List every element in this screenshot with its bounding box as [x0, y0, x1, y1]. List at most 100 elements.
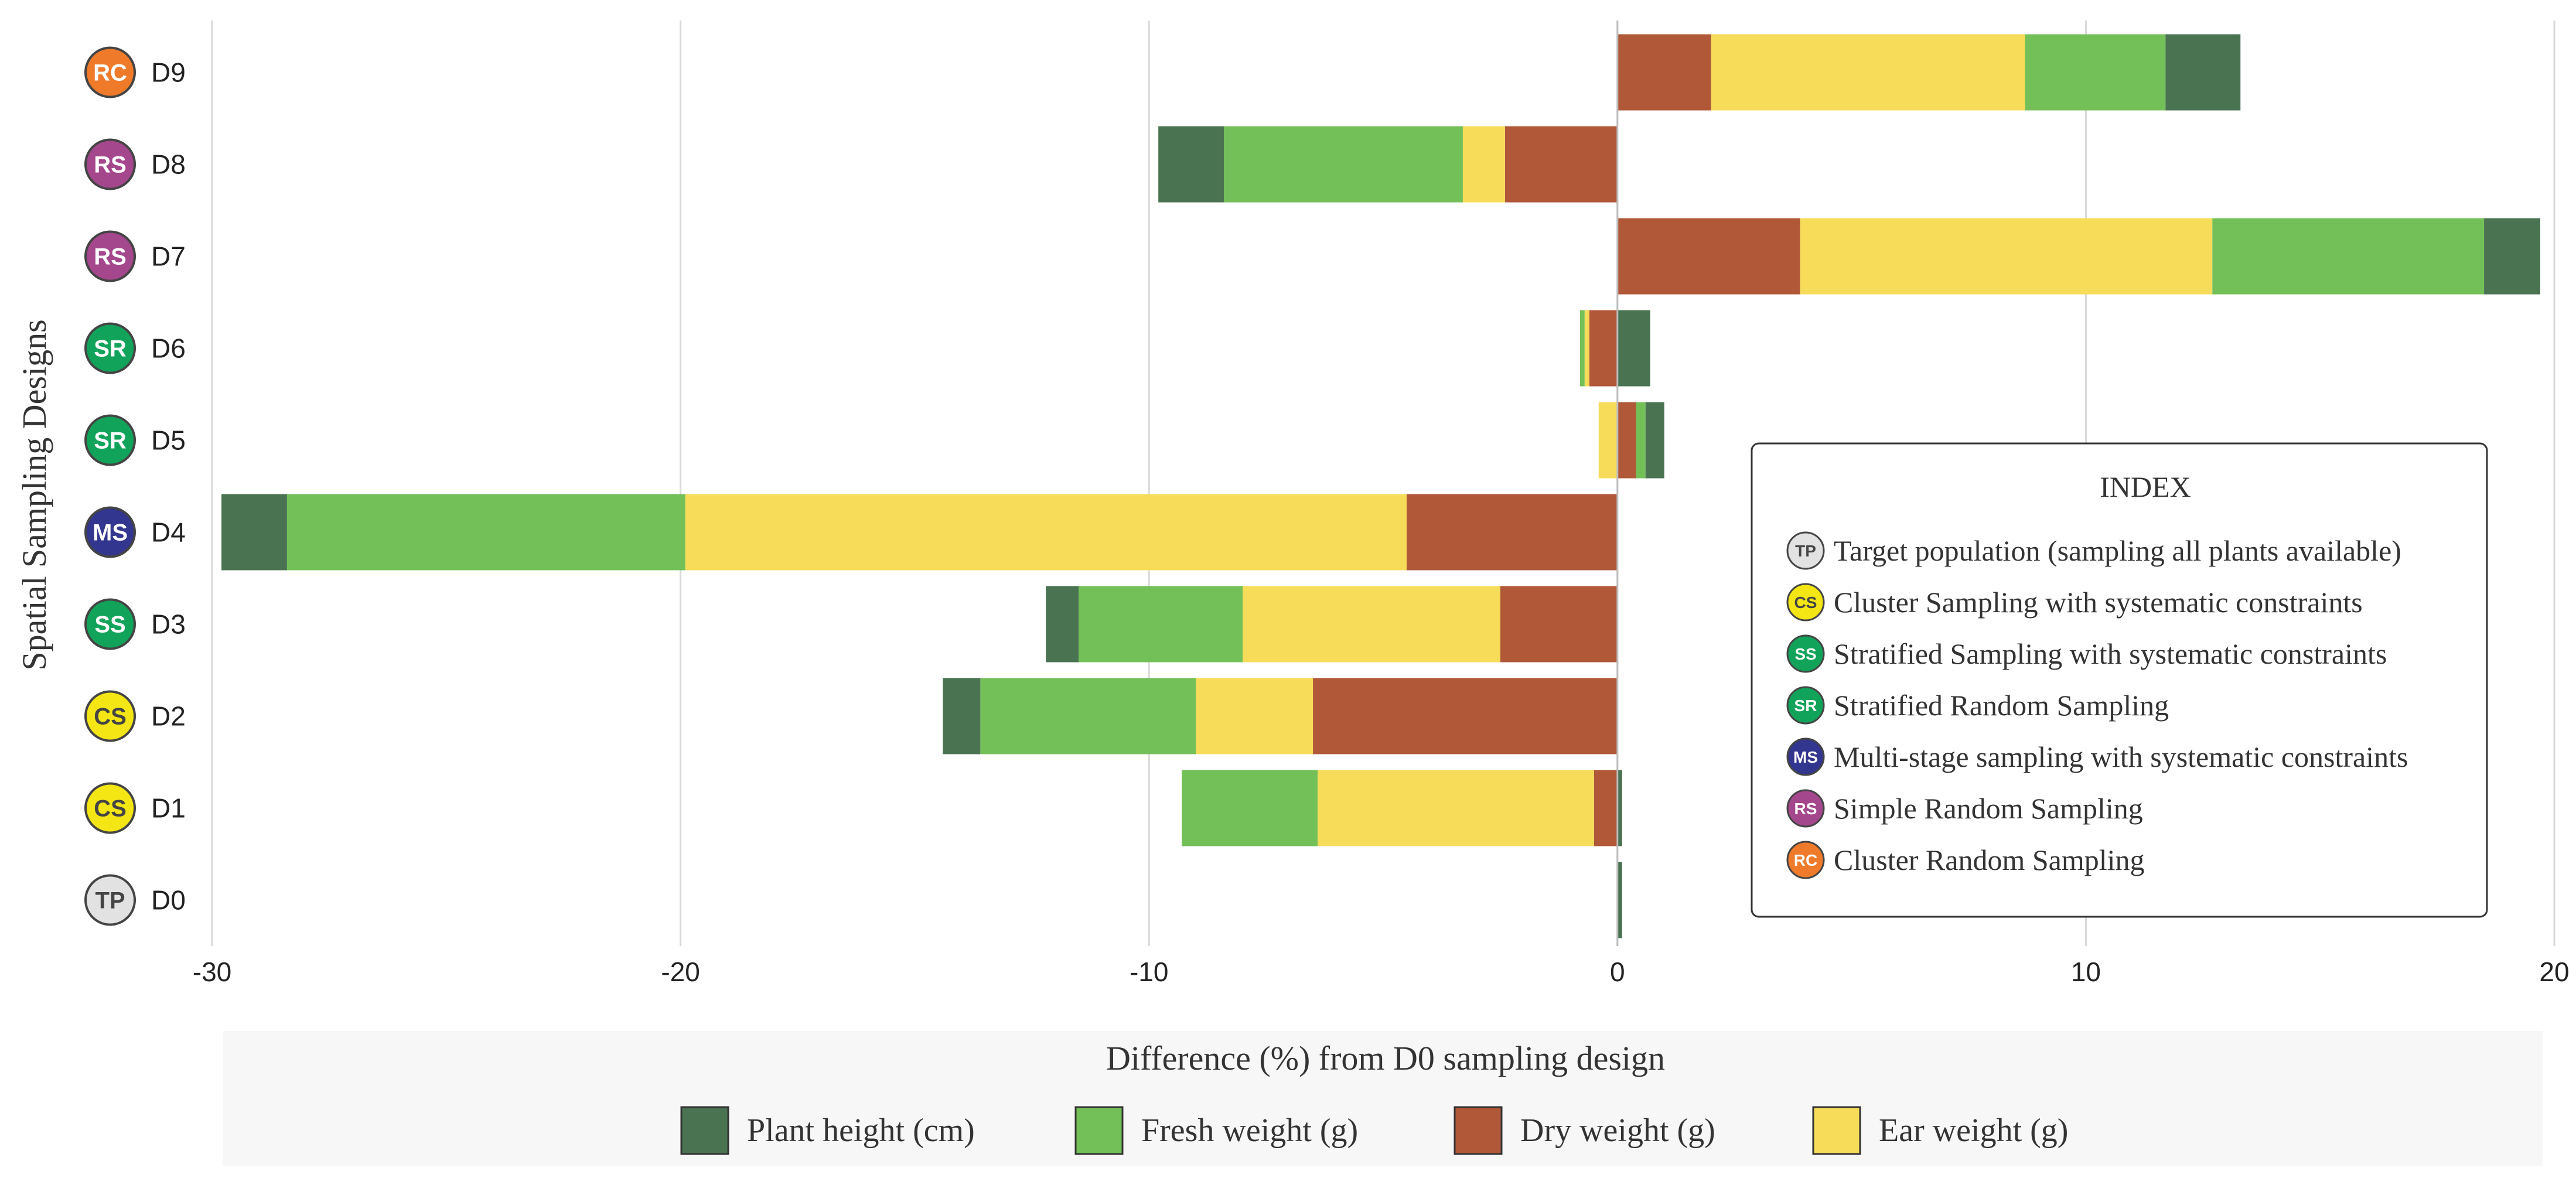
index-badge: [1786, 634, 1825, 673]
index-title: INDEX: [2100, 470, 2191, 503]
legend-label: Fresh weight (g): [1141, 1112, 1358, 1149]
category-badge-code: TP: [95, 888, 125, 914]
category-badge-code: SR: [94, 428, 127, 454]
index-badge: [1786, 737, 1825, 776]
index-entry-label: Target population (sampling all plants a…: [1834, 534, 2401, 567]
bar-D9-plant: [2165, 34, 2241, 111]
bar-D2-ear: [1196, 678, 1313, 754]
x-axis-title: Difference (%) from D0 sampling design: [1106, 1039, 1665, 1077]
bar-D3-fresh: [1079, 586, 1243, 663]
bar-D6-fresh: [1579, 310, 1585, 387]
bar-D4-dry: [1406, 494, 1618, 571]
category-badge: [84, 414, 136, 466]
x-tick-label: 20: [2539, 957, 2569, 987]
category-badge-code: RC: [93, 60, 127, 86]
bar-D0-plant: [1617, 862, 1622, 938]
bar-D8-dry: [1504, 126, 1618, 203]
bar-D9-dry: [1617, 34, 1711, 111]
bar-D3-dry: [1500, 586, 1618, 663]
legend-band: [223, 1031, 2543, 1166]
x-tick-label: -10: [1130, 957, 1168, 987]
bar-D7-plant: [2484, 218, 2541, 295]
index-entry-label: Cluster Random Sampling: [1834, 844, 2145, 876]
x-tick-label: 10: [2071, 957, 2101, 987]
index-badge: [1786, 841, 1825, 879]
bar-D2-dry: [1313, 678, 1618, 754]
index-entry-label: Stratified Sampling with systematic cons…: [1834, 637, 2387, 670]
bar-D5-fresh: [1636, 402, 1646, 479]
index-badge-code: SS: [1794, 645, 1816, 663]
bar-D5-plant: [1645, 402, 1664, 479]
y-tick-label: D7: [151, 241, 186, 272]
category-badge-code: RS: [94, 244, 127, 270]
bar-D2-plant: [943, 678, 981, 754]
y-tick-label: D5: [151, 425, 186, 456]
category-badge-code: CS: [94, 796, 127, 822]
y-tick-label: D1: [151, 793, 186, 824]
index-badge-code: RS: [1794, 800, 1817, 818]
bar-D3-ear: [1243, 586, 1500, 663]
x-tick-label: -30: [193, 957, 231, 987]
index-entry-label: Stratified Random Sampling: [1834, 689, 2169, 722]
index-entry-label: Simple Random Sampling: [1834, 792, 2143, 825]
y-tick-label: D2: [151, 701, 186, 732]
x-tick-label: -20: [661, 957, 700, 987]
legend-swatch: [680, 1106, 729, 1155]
category-badge: [84, 690, 136, 742]
bar-D7-ear: [1800, 218, 2213, 295]
legend-label: Plant height (cm): [747, 1112, 975, 1149]
bar-D9-fresh: [2025, 34, 2166, 111]
y-tick-label: D8: [151, 149, 186, 180]
y-tick-label: D9: [151, 57, 186, 88]
bars-layer: [221, 21, 2541, 946]
category-badge-code: MS: [93, 520, 128, 546]
y-tick-label: D6: [151, 333, 186, 364]
category-badge-code: SR: [94, 336, 127, 362]
bar-D7-fresh: [2212, 218, 2485, 295]
legend-label: Dry weight (g): [1520, 1112, 1715, 1149]
index-badge-code: MS: [1793, 748, 1818, 766]
category-badge: [84, 782, 136, 834]
bar-D4-ear: [685, 494, 1407, 571]
category-badge-code: CS: [94, 704, 127, 730]
index-entry-label: Multi-stage sampling with systematic con…: [1834, 740, 2408, 773]
bar-D8-ear: [1462, 126, 1505, 203]
legend-swatch: [1074, 1106, 1124, 1155]
index-badge: [1786, 789, 1825, 828]
bar-D4-plant: [221, 494, 287, 571]
legend-swatch: [1812, 1106, 1861, 1155]
bar-D6-plant: [1617, 310, 1650, 387]
bar-D1-dry: [1594, 770, 1618, 846]
category-badge: [84, 230, 136, 282]
category-badge: [84, 874, 136, 926]
bar-D6-dry: [1589, 310, 1618, 387]
bar-D1-plant: [1617, 770, 1622, 846]
category-badge: [84, 46, 136, 98]
bar-D2-fresh: [980, 678, 1196, 754]
bar-D8-fresh: [1224, 126, 1463, 203]
index-badge-code: RC: [1794, 851, 1817, 869]
legend-swatch: [1454, 1106, 1503, 1155]
index-badge-code: TP: [1795, 542, 1816, 560]
x-axis: -30 -20 -10 0 10 20: [193, 957, 2570, 987]
y-tick-label: D4: [151, 517, 186, 548]
bar-D5-ear: [1598, 402, 1618, 479]
bar-D3-plant: [1046, 586, 1079, 663]
bar-D4-fresh: [286, 494, 685, 571]
index-badge-code: SR: [1794, 696, 1817, 715]
category-badge: [84, 506, 136, 558]
category-badge: [84, 322, 136, 374]
legend: Plant height (cm) Fresh weight (g) Dry wei…: [680, 1106, 2068, 1155]
bar-D7-dry: [1617, 218, 1800, 295]
index-badge: [1786, 583, 1825, 622]
y-tick-label: D0: [151, 885, 186, 916]
x-tick-label: 0: [1610, 957, 1625, 987]
index-frame: [1751, 442, 2488, 918]
y-axis-categories: TP D0 CS D1 CS D2 SS D3 MS D4 SR D5 SR D6 RS D7 RS D8 RC D9: [84, 46, 186, 926]
y-axis-title: Spatial Sampling Designs: [15, 319, 53, 670]
bar-D6-ear: [1584, 310, 1589, 387]
bar-D5-dry: [1617, 402, 1636, 479]
bar-D1-ear: [1318, 770, 1594, 846]
index-badge: [1786, 531, 1825, 570]
